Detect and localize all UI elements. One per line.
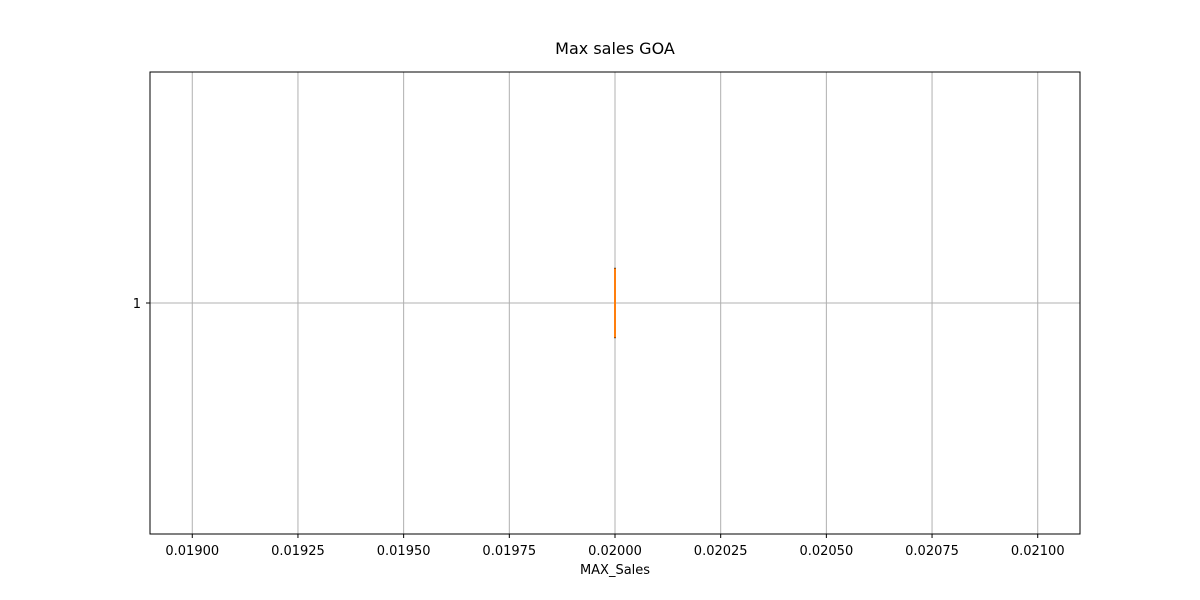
x-tick-label: 0.02050 bbox=[799, 544, 853, 559]
box-plot bbox=[614, 267, 616, 339]
x-tick-label: 0.02100 bbox=[1011, 544, 1065, 559]
x-tick-label: 0.01900 bbox=[165, 544, 219, 559]
x-axis-label: MAX_Sales bbox=[580, 563, 650, 578]
x-tick-label: 0.01950 bbox=[377, 544, 431, 559]
chart-title: Max sales GOA bbox=[555, 39, 675, 58]
x-tick-label: 0.02025 bbox=[694, 544, 748, 559]
x-tick-label: 0.01925 bbox=[271, 544, 325, 559]
x-tick-label: 0.02075 bbox=[905, 544, 959, 559]
y-axis-ticks: 1 bbox=[133, 297, 150, 312]
y-tick-label: 1 bbox=[133, 297, 141, 312]
x-axis-ticks: 0.01900 0.01925 0.01950 0.01975 0.02000 0.020… bbox=[165, 534, 1065, 559]
x-tick-label: 0.02000 bbox=[588, 544, 642, 559]
x-tick-label: 0.01975 bbox=[482, 544, 536, 559]
